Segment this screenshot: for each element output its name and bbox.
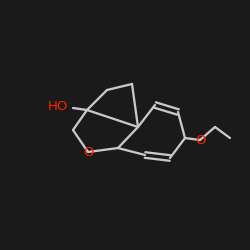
Text: HO: HO <box>48 100 68 112</box>
Text: O: O <box>195 134 205 146</box>
Text: O: O <box>83 146 93 158</box>
